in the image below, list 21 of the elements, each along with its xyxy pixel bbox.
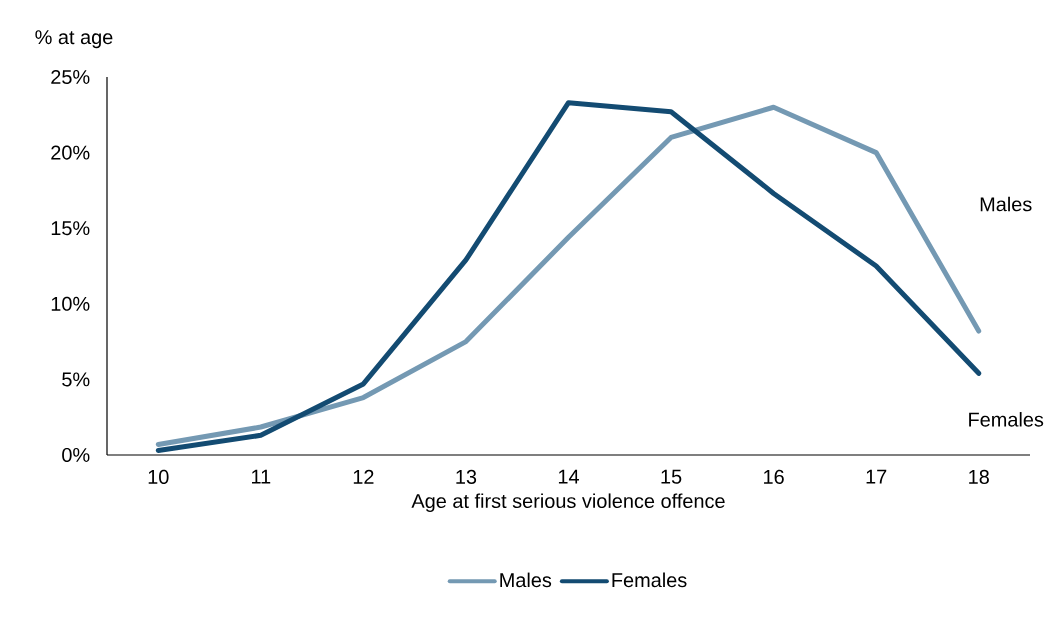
x-tick-label: 13 — [456, 469, 477, 484]
y-tick-label: 20% — [51, 145, 90, 160]
y-tick-label: 25% — [51, 69, 90, 85]
text: Males — [980, 196, 1032, 212]
x-axis-title: Age at first serious violence offence — [411, 493, 725, 513]
x-tick-label: 18 — [969, 469, 989, 484]
text: Females — [969, 412, 1044, 427]
legend-label: Males — [500, 572, 552, 588]
legend-label: Females — [612, 572, 687, 588]
y-tick-label: 5% — [62, 372, 90, 387]
y-tick-label: 0% — [62, 447, 90, 463]
x-tick-label: 10 — [148, 469, 169, 484]
x-tick-label: 14 — [558, 469, 579, 484]
y-axis-title: % at age — [35, 30, 113, 49]
x-tick-label: 12 — [353, 469, 374, 484]
x-tick-label: 15 — [661, 469, 682, 484]
x-tick-label: 11 — [252, 469, 271, 484]
x-tick-label: 17 — [866, 469, 887, 484]
x-tick-label: 16 — [764, 469, 784, 484]
y-tick-label: 10% — [51, 296, 90, 311]
y-tick-label: 15% — [51, 221, 90, 236]
